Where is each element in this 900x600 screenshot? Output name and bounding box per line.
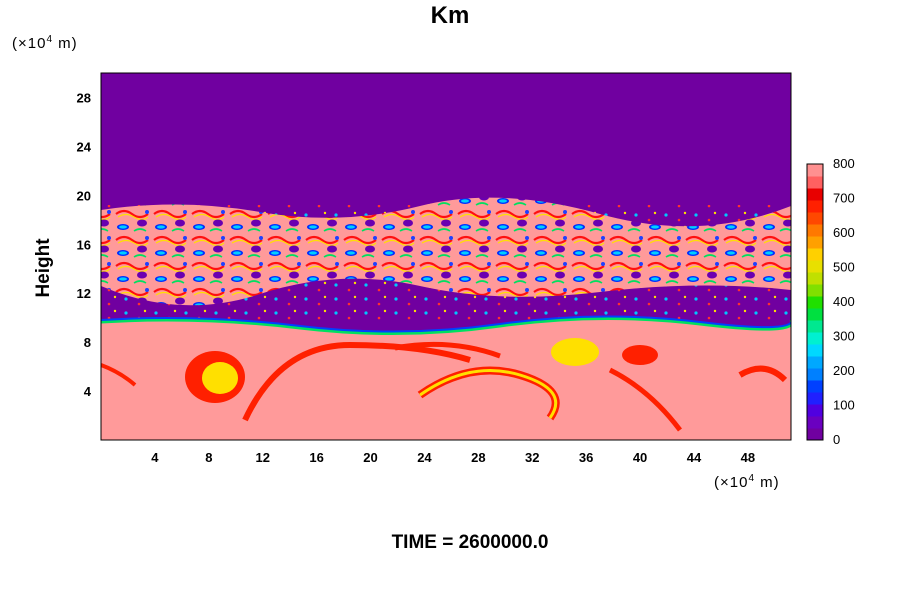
colorbar-tick-label: 800 <box>833 156 855 171</box>
eddy-far-right <box>738 365 788 383</box>
arc-left <box>242 341 471 422</box>
x-tick-labels: 4 8 12 16 20 24 28 32 36 40 44 48 <box>151 450 755 465</box>
x-unit-prefix: (×10 <box>714 474 749 491</box>
colorbar-tick-label: 200 <box>833 363 855 378</box>
y-tick-label: 12 <box>77 286 91 301</box>
colorbar-swatch <box>807 296 823 309</box>
x-tick-label: 16 <box>309 450 323 465</box>
colorbar-swatches <box>807 164 823 441</box>
y-tick-label: 4 <box>84 384 92 399</box>
x-tick-label: 12 <box>255 450 269 465</box>
x-tick-label: 40 <box>633 450 647 465</box>
y-unit-prefix: (×10 <box>12 35 47 52</box>
colorbar-swatch <box>807 284 823 297</box>
x-tick-label: 20 <box>363 450 377 465</box>
colorbar-swatch <box>807 272 823 285</box>
colorbar-tick-label: 700 <box>833 191 855 206</box>
colorbar-swatch <box>807 188 823 201</box>
colorbar-swatch <box>807 176 823 189</box>
y-tick-label: 20 <box>77 188 91 203</box>
colorbar-swatch <box>807 308 823 321</box>
x-unit-suffix: m) <box>755 474 780 491</box>
x-unit-exponent: 4 <box>748 473 756 484</box>
colorbar-swatch <box>807 332 823 345</box>
upper-turbulent-region <box>101 197 791 306</box>
colorbar-swatch <box>807 380 823 393</box>
colorbar-labels: 0 100 200 300 400 500 600 700 800 <box>833 156 855 447</box>
colorbar-swatch <box>807 200 823 213</box>
colorbar-swatch <box>807 392 823 405</box>
plot-frame <box>100 72 792 441</box>
x-tick-label: 28 <box>471 450 485 465</box>
y-tick-label: 16 <box>77 237 91 252</box>
y-tick-label: 8 <box>84 335 91 350</box>
x-axis-unit: (×104 m) <box>714 473 780 491</box>
eddy-right <box>622 345 658 365</box>
colorbar-tick-label: 300 <box>833 329 855 344</box>
eddy-far-left <box>101 363 137 387</box>
colorbar-swatch <box>807 248 823 261</box>
colorbar-swatch <box>807 356 823 369</box>
colorbar-tick-label: 0 <box>833 432 840 447</box>
arc-center-core <box>419 369 558 419</box>
colorbar-swatch <box>807 404 823 417</box>
x-tick-label: 4 <box>151 450 159 465</box>
time-footer: TIME = 2600000.0 <box>391 532 549 553</box>
y-tick-labels: 4 8 12 16 20 24 28 <box>77 90 92 399</box>
x-tick-label: 8 <box>205 450 212 465</box>
boundary-edge-line <box>101 316 791 336</box>
chart-title: Km <box>430 2 470 29</box>
colorbar-swatch <box>807 428 823 441</box>
colorbar-swatch <box>807 236 823 249</box>
colorbar-tick-label: 500 <box>833 260 855 275</box>
x-tick-label: 24 <box>417 450 432 465</box>
arc-right <box>608 367 682 432</box>
colorbar-swatch <box>807 344 823 357</box>
colorbar-swatch <box>807 224 823 237</box>
colorbar-swatch <box>807 416 823 429</box>
x-tick-label: 44 <box>687 450 702 465</box>
x-tick-label: 48 <box>741 450 755 465</box>
boundary-edge-line-2 <box>101 315 791 333</box>
y-unit-suffix: m) <box>53 35 78 52</box>
colorbar-tick-label: 600 <box>833 225 855 240</box>
y-axis-unit: (×104 m) <box>12 34 78 52</box>
eddy-center <box>551 338 599 366</box>
colorbar-swatch <box>807 320 823 333</box>
colorbar-swatch <box>807 212 823 225</box>
eddy-left-core <box>202 362 238 394</box>
x-tick-label: 32 <box>525 450 539 465</box>
colorbar-swatch <box>807 368 823 381</box>
y-unit-exponent: 4 <box>46 34 54 45</box>
colorbar-tick-label: 400 <box>833 294 855 309</box>
x-tick-label: 36 <box>579 450 593 465</box>
colorbar-swatch <box>807 164 823 177</box>
arc-upper <box>394 341 501 359</box>
y-tick-label: 28 <box>77 90 91 105</box>
y-tick-label: 24 <box>77 139 92 154</box>
colorbar-tick-label: 100 <box>833 398 855 413</box>
colorbar-swatch <box>807 260 823 273</box>
colorbar-frame <box>806 163 824 441</box>
